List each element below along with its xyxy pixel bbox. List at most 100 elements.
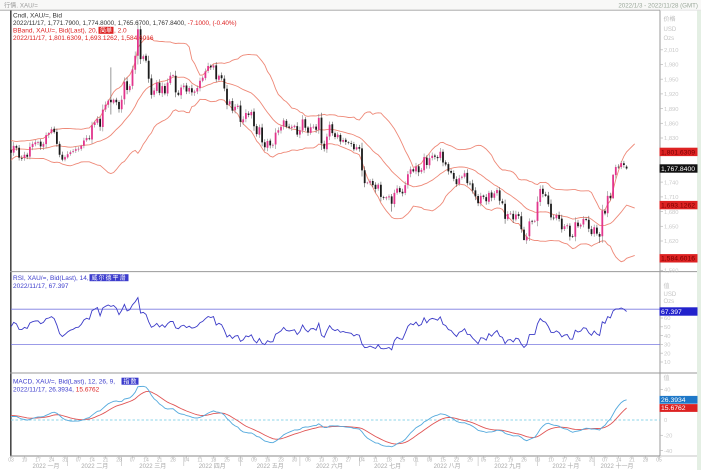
svg-text:值: 值 <box>664 374 670 382</box>
svg-text:24: 24 <box>575 458 581 464</box>
svg-text:1,980: 1,980 <box>664 63 679 69</box>
svg-text:23: 23 <box>278 458 284 464</box>
svg-text:Ozs: Ozs <box>664 299 675 305</box>
svg-text:1,950: 1,950 <box>664 77 679 83</box>
svg-text:2022 十一月: 2022 十一月 <box>600 462 633 470</box>
svg-text:21: 21 <box>629 458 635 464</box>
svg-text:USD: USD <box>664 292 677 298</box>
svg-text:值: 值 <box>664 282 670 290</box>
svg-text:17: 17 <box>35 458 41 464</box>
svg-text:RSI, XAU/=, Bid(Last), 14,: RSI, XAU/=, Bid(Last), 14, <box>13 275 89 282</box>
svg-text:15.6762: 15.6762 <box>661 405 686 412</box>
svg-text:2022 五月: 2022 五月 <box>257 463 284 470</box>
svg-text:11: 11 <box>197 458 202 464</box>
svg-text:14: 14 <box>89 458 95 464</box>
svg-text:MACD, XAU/=, Bid(Last), 12, 2: MACD, XAU/=, Bid(Last), 12, 26, 9, <box>13 379 115 386</box>
svg-text:1,710: 1,710 <box>664 195 679 201</box>
svg-text:2022/11/17, 26.3934, 15.6762: 2022/11/17, 26.3934, 15.6762 <box>13 387 100 394</box>
svg-text:12: 12 <box>494 458 500 464</box>
svg-text:18: 18 <box>386 458 392 464</box>
svg-text:1,620: 1,620 <box>664 239 679 245</box>
svg-text:1,693.1262: 1,693.1262 <box>661 203 695 210</box>
svg-text:08: 08 <box>427 458 433 464</box>
svg-text:18: 18 <box>211 458 217 464</box>
svg-text:Cndl, XAU/=, Bid: Cndl, XAU/=, Bid <box>13 13 62 20</box>
svg-text:13: 13 <box>319 458 325 464</box>
svg-text:30: 30 <box>664 343 670 349</box>
svg-text:-20: -20 <box>664 434 672 440</box>
svg-text:2022 一月: 2022 一月 <box>32 463 59 470</box>
svg-text:1,560: 1,560 <box>664 269 679 275</box>
svg-text:10: 10 <box>22 458 28 464</box>
svg-text:16: 16 <box>265 458 271 464</box>
svg-text:31: 31 <box>589 458 595 464</box>
svg-text:14: 14 <box>616 458 622 464</box>
svg-text:26: 26 <box>521 458 527 464</box>
svg-text:0: 0 <box>664 418 667 424</box>
svg-text:28: 28 <box>116 458 122 464</box>
svg-text:50: 50 <box>664 325 670 331</box>
svg-text:Ozs: Ozs <box>664 36 675 42</box>
svg-text:31: 31 <box>62 458 68 464</box>
svg-text:28: 28 <box>643 458 649 464</box>
svg-text:2022 七月: 2022 七月 <box>374 462 401 470</box>
svg-text:20: 20 <box>664 351 670 357</box>
svg-text:30: 30 <box>292 458 298 464</box>
svg-text:2,010: 2,010 <box>664 48 679 54</box>
svg-text:价格: 价格 <box>664 15 676 23</box>
svg-text:1,650: 1,650 <box>664 225 679 231</box>
svg-text:67.397: 67.397 <box>661 309 682 316</box>
svg-text:11: 11 <box>373 458 378 464</box>
svg-text:2022/11/17, 67.397: 2022/11/17, 67.397 <box>13 283 69 290</box>
svg-text:04: 04 <box>359 458 365 464</box>
svg-text:06: 06 <box>305 458 311 464</box>
svg-text:1,584.6016: 1,584.6016 <box>661 256 695 263</box>
svg-text:19: 19 <box>508 458 514 464</box>
svg-text:1,830: 1,830 <box>664 136 679 142</box>
svg-text:04: 04 <box>184 458 190 464</box>
svg-text:指数: 指数 <box>124 377 138 385</box>
svg-text:2022 六月: 2022 六月 <box>316 462 343 470</box>
svg-text:简单: 简单 <box>100 26 112 34</box>
svg-text:1,801.6309: 1,801.6309 <box>661 149 695 156</box>
svg-text:1,767.8400: 1,767.8400 <box>661 166 695 173</box>
svg-text:60: 60 <box>664 316 670 322</box>
svg-text:1,920: 1,920 <box>664 92 679 98</box>
svg-text:2022 四月: 2022 四月 <box>199 463 226 470</box>
svg-text:29: 29 <box>467 458 473 464</box>
svg-text:27: 27 <box>346 458 352 464</box>
svg-text:2022 九月: 2022 九月 <box>494 462 521 470</box>
svg-text:07: 07 <box>602 458 608 464</box>
svg-text:USD: USD <box>664 27 677 33</box>
svg-text:-40: -40 <box>664 449 672 455</box>
svg-text:14: 14 <box>143 458 149 464</box>
svg-text:26.3934: 26.3934 <box>661 397 686 404</box>
svg-text:15: 15 <box>440 458 446 464</box>
svg-text:2022 二月: 2022 二月 <box>81 463 108 470</box>
svg-text:2022/11/17, 1,801.6309, 1,693.: 2022/11/17, 1,801.6309, 1,693.1262, 1,58… <box>13 35 154 42</box>
svg-text:25: 25 <box>400 458 406 464</box>
svg-text:07: 07 <box>76 458 82 464</box>
svg-text:, 2.0: , 2.0 <box>114 28 127 35</box>
svg-text:24: 24 <box>49 458 55 464</box>
svg-text:10: 10 <box>664 360 670 366</box>
svg-text:2022/1/3 - 2022/11/28 (GMT): 2022/1/3 - 2022/11/28 (GMT) <box>618 3 698 10</box>
svg-text:威尔德平滑: 威尔德平滑 <box>92 274 127 282</box>
svg-text:2022 三月: 2022 三月 <box>139 463 166 470</box>
svg-text:28: 28 <box>170 458 176 464</box>
svg-text:1,860: 1,860 <box>664 122 679 128</box>
svg-text:21: 21 <box>157 458 163 464</box>
svg-text:05: 05 <box>656 458 662 464</box>
svg-text:40: 40 <box>664 334 670 340</box>
svg-text:行情. XAU/=: 行情. XAU/= <box>4 2 38 10</box>
svg-text:17: 17 <box>562 458 568 464</box>
svg-text:09: 09 <box>251 458 257 464</box>
svg-text:22: 22 <box>454 458 460 464</box>
svg-text:1,740: 1,740 <box>664 180 679 186</box>
svg-text:40: 40 <box>664 388 670 394</box>
svg-text:BBand, XAU/=, Bid(Last), 20,: BBand, XAU/=, Bid(Last), 20, <box>13 28 98 35</box>
svg-text:20: 20 <box>332 458 338 464</box>
svg-text:05: 05 <box>481 458 487 464</box>
svg-text:25: 25 <box>224 458 230 464</box>
svg-text:03: 03 <box>8 458 14 464</box>
